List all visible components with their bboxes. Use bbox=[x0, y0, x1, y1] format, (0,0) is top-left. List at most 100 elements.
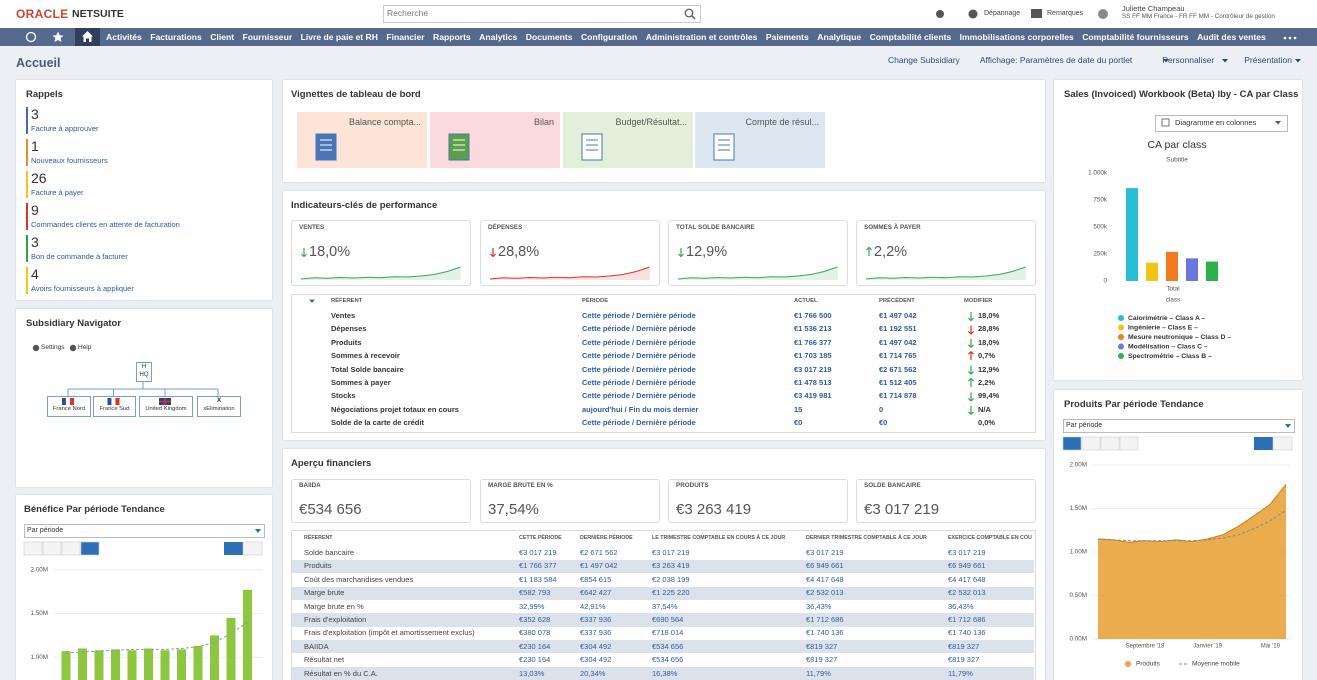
financial-cell[interactable]: €642 427 bbox=[580, 588, 612, 598]
financial-card[interactable] bbox=[856, 479, 1036, 523]
nav-item[interactable]: Configuration bbox=[580, 31, 638, 42]
settings-link[interactable]: Settings bbox=[41, 344, 65, 351]
select-box[interactable] bbox=[24, 524, 265, 538]
financial-cell[interactable]: €304 492 bbox=[580, 641, 612, 651]
kpi-row-previous[interactable]: €1 714 765 bbox=[879, 351, 917, 361]
financial-cell[interactable]: €819 327 bbox=[948, 655, 980, 665]
financial-cell[interactable]: €6 949 661 bbox=[948, 561, 986, 571]
financial-cell[interactable]: €352 628 bbox=[519, 615, 551, 624]
financial-cell[interactable]: €1 712 686 bbox=[806, 615, 844, 624]
financial-cell[interactable]: €2 532 013 bbox=[948, 588, 986, 598]
financial-cell[interactable]: €718 014 bbox=[652, 628, 684, 638]
kpi-row-period[interactable]: Cette période / Dernière période bbox=[582, 351, 696, 361]
kpi-row-current[interactable]: 15 bbox=[794, 404, 803, 414]
kpi-row-current[interactable]: €1 478 513 bbox=[794, 378, 832, 387]
financial-cell[interactable]: €1 766 377 bbox=[519, 561, 557, 571]
kpi-row-period[interactable]: Cette période / Dernière période bbox=[582, 364, 696, 374]
financial-cell[interactable]: €3 263 419 bbox=[652, 561, 690, 571]
kpi-row-previous[interactable]: €1 512 405 bbox=[879, 378, 917, 387]
financial-card[interactable] bbox=[480, 479, 660, 523]
financial-cell[interactable]: 42,91% bbox=[580, 601, 606, 611]
kpi-row-previous[interactable]: €2 671 562 bbox=[879, 364, 917, 374]
nav-item[interactable]: Analytics bbox=[479, 31, 518, 42]
reminder-count[interactable]: 9 bbox=[31, 202, 39, 218]
financial-cell[interactable]: 32,99% bbox=[519, 601, 545, 611]
nav-item[interactable]: Audit des ventes bbox=[1197, 31, 1266, 42]
financial-cell[interactable]: €2 532 013 bbox=[806, 588, 844, 598]
tree-node[interactable] bbox=[93, 396, 136, 417]
financial-cell[interactable]: €1 740 136 bbox=[948, 628, 986, 638]
financial-cell[interactable]: €230 164 bbox=[519, 641, 551, 651]
financial-cell[interactable]: €337 936 bbox=[580, 615, 612, 624]
financial-cell[interactable]: €337 936 bbox=[580, 628, 612, 638]
reminder-label[interactable]: Avoirs fournisseurs à appliquer bbox=[31, 284, 134, 293]
reminder-label[interactable]: Facture à approuver bbox=[31, 124, 99, 133]
kpi-row-current[interactable]: €3 017 219 bbox=[794, 364, 832, 374]
financial-card[interactable] bbox=[668, 479, 848, 523]
financial-card[interactable] bbox=[291, 479, 471, 523]
financial-cell[interactable]: €534 656 bbox=[652, 641, 684, 651]
reminder-count[interactable]: 26 bbox=[31, 170, 47, 186]
kpi-row-current[interactable]: €1 536 213 bbox=[794, 324, 832, 334]
nav-item[interactable]: Facturations bbox=[150, 31, 202, 42]
kpi-row-previous[interactable]: €1 497 042 bbox=[879, 337, 917, 347]
kpi-row-current[interactable]: €0 bbox=[794, 418, 803, 428]
nav-item[interactable]: Analytique bbox=[817, 31, 862, 42]
nav-item[interactable]: Administration et contrôles bbox=[645, 31, 758, 42]
financial-cell[interactable]: €854 615 bbox=[580, 574, 612, 584]
financial-cell[interactable]: €3 017 219 bbox=[806, 548, 844, 557]
tree-node[interactable] bbox=[197, 396, 241, 417]
financial-cell[interactable]: €582 793 bbox=[519, 588, 551, 598]
kpi-row-period[interactable]: Cette période / Dernière période bbox=[582, 378, 696, 387]
nav-item[interactable]: Client bbox=[210, 31, 235, 42]
kpi-row-previous[interactable]: 0 bbox=[879, 404, 884, 414]
page-link[interactable]: Affichage: Paramètres de date du portlet bbox=[979, 55, 1133, 65]
tree-node[interactable] bbox=[47, 396, 91, 417]
kpi-row-previous[interactable]: €0 bbox=[879, 418, 888, 428]
financial-cell[interactable]: €4 417 648 bbox=[948, 574, 986, 584]
financial-cell[interactable]: 36,43% bbox=[948, 601, 974, 611]
kpi-row-period[interactable]: Cette période / Dernière période bbox=[582, 324, 696, 334]
kpi-row-period[interactable]: Cette période / Dernière période bbox=[582, 391, 696, 401]
nav-item[interactable]: Paiements bbox=[765, 31, 809, 42]
financial-cell[interactable]: €3 017 219 bbox=[519, 548, 557, 557]
financial-cell[interactable]: €230 164 bbox=[519, 655, 551, 665]
financial-cell[interactable]: 36,43% bbox=[806, 601, 832, 611]
reminder-label[interactable]: Bon de commande à facturer bbox=[31, 252, 128, 261]
financial-cell[interactable]: 11,79% bbox=[948, 668, 973, 678]
nav-item[interactable]: Livre de paie et RH bbox=[300, 31, 378, 42]
financial-cell[interactable]: €1 712 686 bbox=[948, 615, 986, 624]
select-box[interactable] bbox=[1063, 419, 1295, 433]
reminder-count[interactable]: 3 bbox=[31, 234, 39, 250]
nav-item[interactable]: Financier bbox=[386, 31, 425, 42]
kpi-row-current[interactable]: €1 766 377 bbox=[794, 337, 832, 347]
financial-cell[interactable]: €380 078 bbox=[519, 628, 551, 638]
tree-node[interactable] bbox=[139, 396, 193, 417]
financial-cell[interactable]: €1 740 136 bbox=[806, 628, 844, 638]
select-box[interactable] bbox=[1155, 115, 1288, 132]
financial-cell[interactable]: 13,03% bbox=[519, 668, 545, 678]
kpi-row-current[interactable]: €3 419 981 bbox=[794, 391, 832, 401]
nav-item[interactable]: Rapports bbox=[432, 31, 471, 42]
help-link[interactable]: Dépannage bbox=[984, 10, 1021, 17]
financial-cell[interactable]: 11,79% bbox=[806, 668, 831, 678]
search-box[interactable] bbox=[383, 5, 701, 23]
reminder-count[interactable]: 1 bbox=[31, 138, 39, 154]
financial-cell[interactable]: €1 225 220 bbox=[652, 588, 690, 598]
financial-cell[interactable]: €2 038 199 bbox=[652, 574, 690, 584]
financial-cell[interactable]: €1 497 042 bbox=[580, 561, 618, 571]
help-link[interactable]: Help bbox=[78, 344, 92, 351]
nav-item[interactable]: Immobilisations corporelles bbox=[959, 31, 1074, 42]
nav-item[interactable]: Documents bbox=[525, 31, 573, 42]
kpi-row-previous[interactable]: €1 497 042 bbox=[879, 311, 917, 320]
kpi-row-period[interactable]: Cette période / Dernière période bbox=[582, 418, 696, 428]
tree-node[interactable] bbox=[136, 362, 152, 382]
kpi-row-previous[interactable]: €1 714 878 bbox=[879, 391, 917, 401]
reminder-label[interactable]: Commandes clients en attente de facturat… bbox=[31, 220, 180, 229]
kpi-row-previous[interactable]: €1 192 551 bbox=[879, 324, 917, 334]
nav-item[interactable]: Comptabilité clients bbox=[869, 31, 952, 42]
reminder-count[interactable]: 4 bbox=[31, 266, 39, 282]
nav-item[interactable]: Activités bbox=[106, 31, 142, 42]
financial-cell[interactable]: 16,38% bbox=[652, 668, 678, 678]
kpi-row-current[interactable]: €1 703 185 bbox=[794, 351, 832, 361]
